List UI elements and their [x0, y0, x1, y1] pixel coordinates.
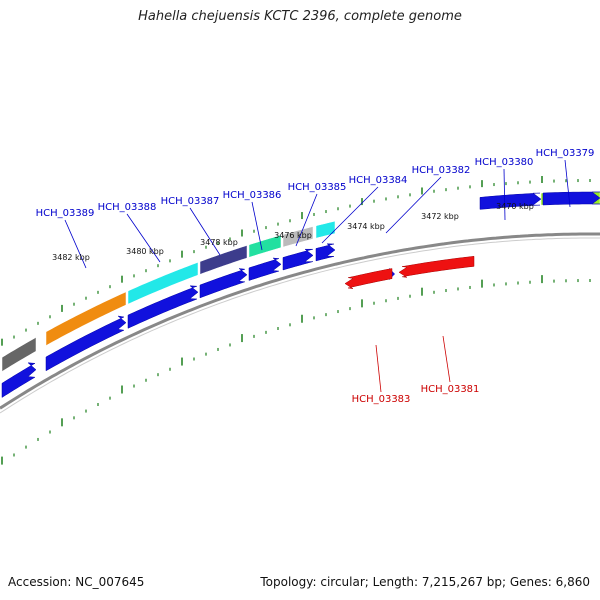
forward-gene-arrow — [248, 257, 282, 281]
callout-line — [442, 335, 451, 383]
reverse-gene-label: HCH_03381 — [421, 384, 480, 395]
kbp-label: 3470 kbp — [496, 202, 534, 211]
kbp-label: 3474 kbp — [347, 222, 385, 231]
gene-callout-lines — [64, 159, 571, 393]
callout-line — [375, 344, 382, 393]
kbp-scale-labels: 3482 kbp 3480 kbp 3478 kbp 3476 kbp 3474 kbp… — [52, 202, 534, 262]
forward-gene-arrow — [282, 248, 314, 271]
callout-line — [251, 201, 263, 251]
callout-line — [385, 176, 442, 234]
backbone-shadow — [0, 237, 600, 414]
forward-gene-label: HCH_03386 — [223, 190, 282, 201]
feature-block — [282, 226, 314, 248]
forward-gene-label: HCH_03382 — [412, 165, 471, 176]
kbp-label: 3472 kbp — [421, 212, 459, 221]
feature-block — [315, 220, 336, 239]
feature-block — [199, 245, 248, 275]
forward-gene-arrow — [479, 192, 542, 210]
forward-gene-arrow — [45, 315, 127, 372]
reverse-gene-arrow — [344, 268, 393, 289]
callout-line — [126, 213, 161, 263]
callout-line — [503, 168, 506, 221]
topology-label: Topology: circular; Length: 7,215,267 bp… — [260, 575, 590, 589]
forward-gene-label: HCH_03379 — [536, 148, 595, 159]
kbp-label: 3478 kbp — [200, 238, 238, 247]
feature-block — [1, 336, 37, 372]
forward-gene-label: HCH_03388 — [98, 202, 157, 213]
feature-block — [45, 291, 127, 347]
genome-backbone — [0, 232, 600, 414]
accession-label: Accession: NC_007645 — [8, 575, 145, 589]
forward-gene-label: HCH_03387 — [161, 196, 220, 207]
callout-line — [564, 159, 571, 208]
forward-gene-arrow — [542, 191, 600, 206]
callout-line — [189, 207, 221, 256]
forward-gene-arrow — [199, 268, 248, 299]
kbp-label: 3482 kbp — [52, 253, 90, 262]
kbp-label: 3476 kbp — [274, 231, 312, 240]
backbone-line — [0, 232, 600, 410]
feature-block — [127, 261, 199, 305]
forward-gene-arrow — [315, 243, 336, 262]
forward-gene-label: HCH_03389 — [36, 208, 95, 219]
callout-line — [295, 193, 318, 247]
reverse-gene-arrow — [398, 256, 475, 278]
reverse-strand-arrows — [344, 256, 475, 289]
forward-gene-label: HCH_03384 — [349, 175, 408, 186]
genome-title: Hahella chejuensis KCTC 2396, complete g… — [138, 9, 462, 24]
forward-gene-arrow — [127, 285, 199, 329]
reverse-gene-label: HCH_03383 — [352, 394, 411, 405]
feature-block — [248, 234, 282, 258]
lower-scale-ticks — [1, 275, 591, 465]
forward-strand-arrows — [1, 191, 600, 398]
forward-gene-arrow — [1, 362, 37, 398]
forward-gene-label: HCH_03380 — [475, 157, 534, 168]
callout-line — [321, 186, 379, 244]
kbp-label: 3480 kbp — [126, 247, 164, 256]
forward-gene-label: HCH_03385 — [288, 182, 347, 193]
upper-scale-ticks — [1, 176, 591, 346]
callout-line — [64, 219, 87, 269]
